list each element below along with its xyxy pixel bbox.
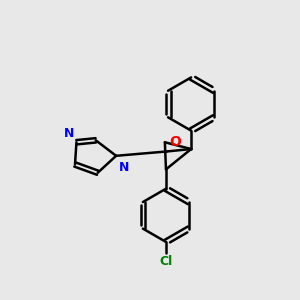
Text: O: O [170, 135, 182, 149]
Text: N: N [118, 160, 129, 174]
Text: N: N [64, 127, 74, 140]
Text: Cl: Cl [159, 254, 172, 268]
